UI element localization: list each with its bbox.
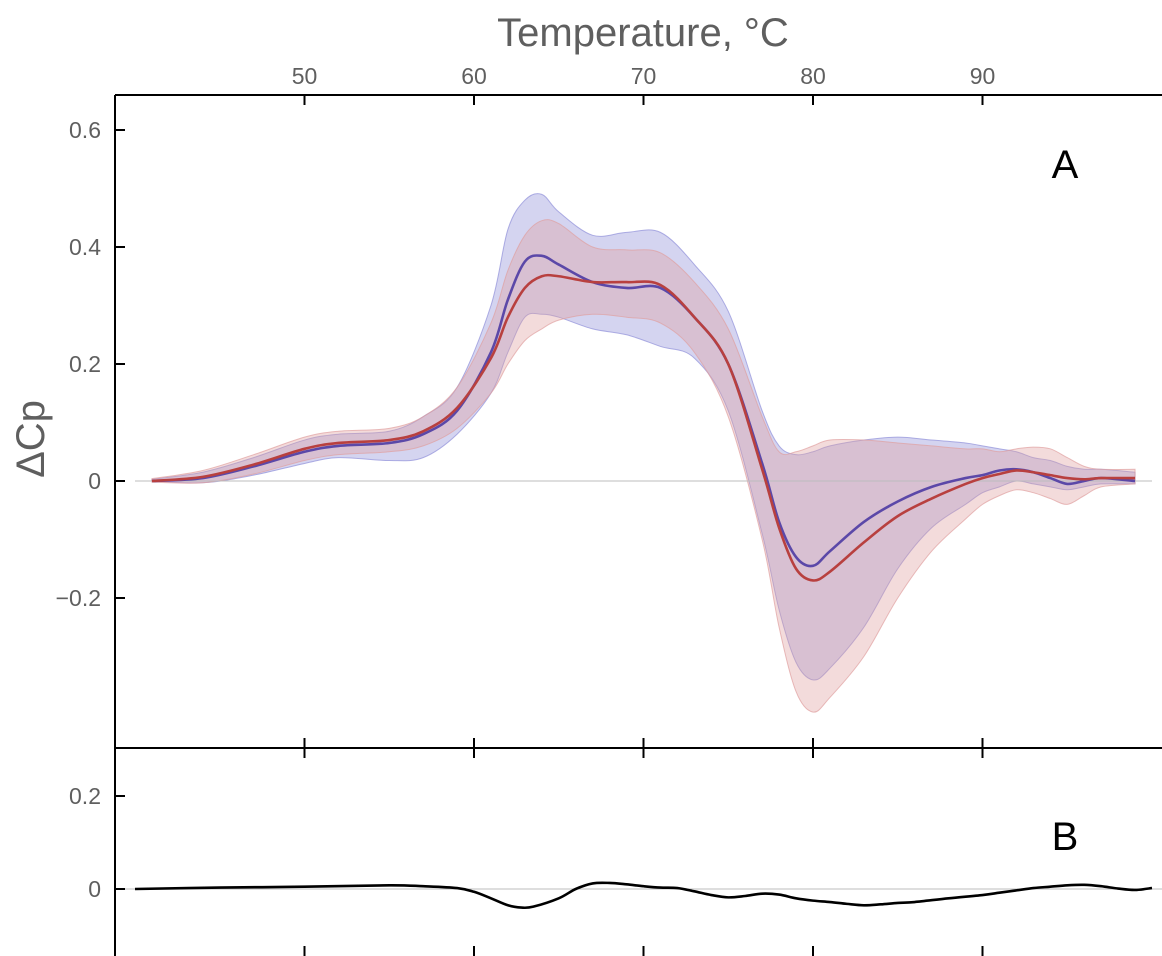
y-tick-label-panel-a: 0.6 <box>69 117 101 143</box>
confidence-bands <box>151 193 1136 713</box>
zero-lines <box>115 480 1162 890</box>
panel-label-b: B <box>1052 815 1079 859</box>
y-tick-label-panel-b: 0 <box>88 876 101 902</box>
x-tick-label: 70 <box>631 63 657 89</box>
x-axis-title: Temperature, °C <box>497 11 789 55</box>
line-series-2 <box>151 273 1136 582</box>
x-tick-label: 90 <box>970 63 996 89</box>
x-tick-label: 80 <box>800 63 826 89</box>
y-tick-label-panel-b: 0.2 <box>69 783 101 809</box>
y-tick-label-panel-a: 0.2 <box>69 351 101 377</box>
y-tick-label-panel-a: 0 <box>88 468 101 494</box>
tick-labels: 50 60 70 80 90 0.6 0.4 0.2 0 −0.2 0.2 0 <box>56 63 996 902</box>
y-tick-label-panel-a: −0.2 <box>56 585 101 611</box>
band-series-2 <box>151 219 1136 713</box>
y-tick-label-panel-a: 0.4 <box>69 234 101 260</box>
tick-marks <box>115 95 984 956</box>
x-tick-label: 50 <box>292 63 318 89</box>
panel-label-a: A <box>1052 143 1079 187</box>
series-lines <box>134 254 1153 910</box>
axes <box>114 94 1162 956</box>
difference-line <box>134 881 1153 910</box>
y-axis-title: ΔCp <box>9 400 53 478</box>
x-tick-label: 60 <box>461 63 487 89</box>
